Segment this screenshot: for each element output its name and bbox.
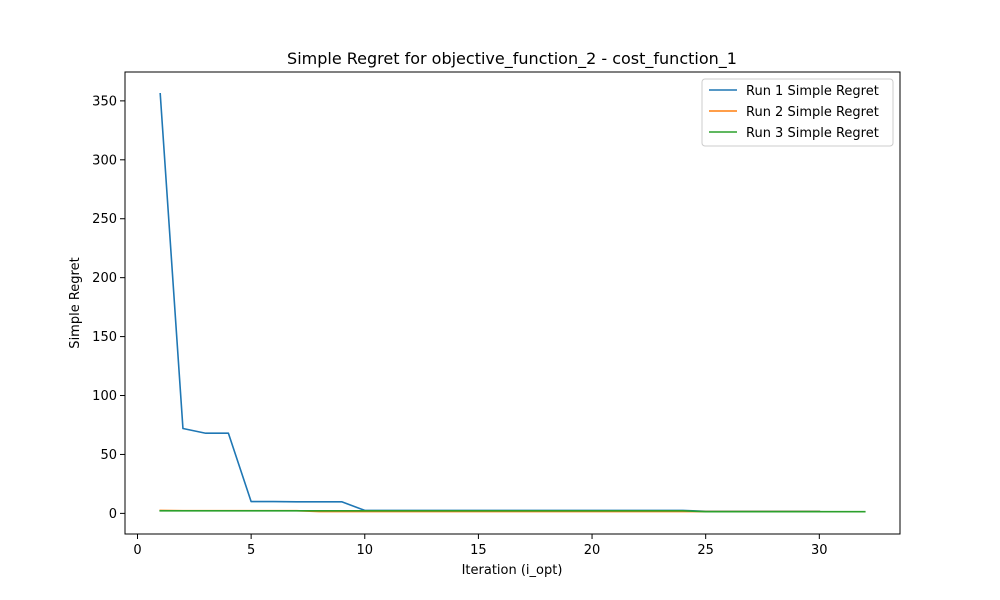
y-tick-label: 50 xyxy=(100,448,117,463)
y-tick-label: 150 xyxy=(92,330,117,345)
y-tick-label: 0 xyxy=(109,507,117,522)
y-axis-ticks: 0 50 100 150 200 250 300 350 xyxy=(92,94,125,522)
x-tick-label: 5 xyxy=(247,543,255,558)
chart-title: Simple Regret for objective_function_2 -… xyxy=(287,49,737,69)
x-tick-label: 10 xyxy=(356,543,373,558)
y-tick-label: 300 xyxy=(92,153,117,168)
x-axis-title: Iteration (i_opt) xyxy=(462,563,563,578)
legend-label-run-1: Run 1 Simple Regret xyxy=(746,84,879,99)
legend-box xyxy=(701,78,894,147)
legend-label-run-3: Run 3 Simple Regret xyxy=(746,126,879,141)
x-tick-label: 0 xyxy=(133,543,141,558)
y-tick-label: 200 xyxy=(92,271,117,286)
y-tick-label: 350 xyxy=(92,94,117,109)
x-tick-label: 25 xyxy=(697,543,714,558)
x-tick-label: 15 xyxy=(470,543,487,558)
x-tick-label: 20 xyxy=(584,543,601,558)
series-line-run-3 xyxy=(159,509,866,513)
y-axis-title: Simple Regret xyxy=(68,257,83,348)
plot-frame xyxy=(124,71,901,535)
plot-area xyxy=(159,92,866,513)
y-tick-label: 100 xyxy=(92,389,117,404)
x-axis-ticks: 0 5 10 15 20 25 30 xyxy=(133,534,828,558)
legend: Run 1 Simple Regret Run 2 Simple Regret Ru… xyxy=(701,78,894,147)
legend-label-run-2: Run 2 Simple Regret xyxy=(746,105,879,120)
y-tick-label: 250 xyxy=(92,212,117,227)
x-tick-label: 30 xyxy=(811,543,828,558)
